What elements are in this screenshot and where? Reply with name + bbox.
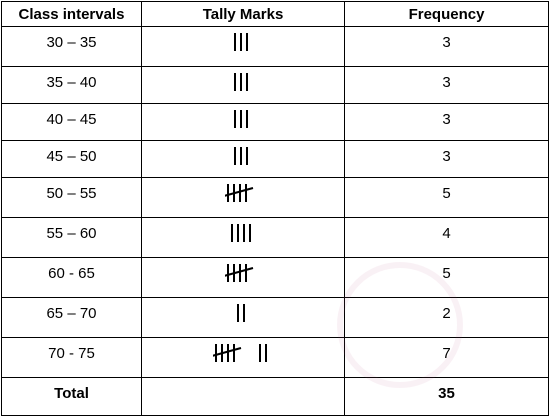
- frequency-cell: 7: [344, 337, 549, 378]
- class-interval-cell: 50 – 55: [1, 177, 142, 218]
- tally-marks-icon: [225, 184, 254, 202]
- tally-marks-cell: [141, 66, 345, 104]
- tally-marks-cell: [141, 26, 345, 67]
- total-label: Total: [1, 377, 142, 416]
- class-interval-cell: 60 - 65: [1, 257, 142, 298]
- tally-marks-cell: [141, 177, 345, 218]
- tally-marks-icon: [237, 304, 245, 322]
- tally-marks-cell: [141, 103, 345, 141]
- tally-marks-icon: [234, 110, 248, 128]
- tally-marks-icon: [234, 147, 248, 165]
- header-tally-marks: Tally Marks: [141, 1, 345, 27]
- tally-marks-cell: [141, 140, 345, 178]
- class-interval-cell: 30 – 35: [1, 26, 142, 67]
- class-interval-cell: 40 – 45: [1, 103, 142, 141]
- tally-marks-icon: [234, 73, 248, 91]
- table-row: 50 – 55 5: [1, 177, 549, 218]
- table-row: 70 - 75 7: [1, 337, 549, 378]
- tally-cross-stroke: [225, 187, 254, 197]
- table-row: 65 – 70 2: [1, 297, 549, 338]
- table-row: 40 – 45 3: [1, 103, 549, 141]
- table-row: 35 – 40 3: [1, 66, 549, 104]
- frequency-cell: 3: [344, 103, 549, 141]
- frequency-cell: 4: [344, 217, 549, 258]
- class-interval-cell: 35 – 40: [1, 66, 142, 104]
- table-row: 45 – 50 3: [1, 140, 549, 178]
- header-class-intervals: Class intervals: [1, 1, 142, 27]
- tally-marks-icon: [225, 264, 254, 282]
- tally-marks-icon: [231, 224, 251, 242]
- tally-marks-icon: [213, 344, 267, 362]
- class-interval-cell: 70 - 75: [1, 337, 142, 378]
- tally-cross-stroke: [225, 267, 254, 277]
- tally-marks-cell: [141, 337, 345, 378]
- tally-marks-cell: [141, 217, 345, 258]
- class-interval-cell: 45 – 50: [1, 140, 142, 178]
- class-interval-cell: 55 – 60: [1, 217, 142, 258]
- total-value: 35: [344, 377, 549, 416]
- frequency-cell: 2: [344, 297, 549, 338]
- tally-marks-cell: [141, 257, 345, 298]
- frequency-cell: 3: [344, 26, 549, 67]
- total-row: Total 35: [1, 377, 549, 416]
- frequency-cell: 3: [344, 66, 549, 104]
- frequency-cell: 5: [344, 177, 549, 218]
- frequency-cell: 5: [344, 257, 549, 298]
- tally-marks-icon: [234, 33, 248, 51]
- tally-cross-stroke: [213, 347, 242, 357]
- table-row: 55 – 60 4: [1, 217, 549, 258]
- total-tally-empty-cell: [141, 377, 345, 416]
- header-frequency: Frequency: [344, 1, 549, 27]
- table-row: 60 - 65 5: [1, 257, 549, 298]
- table-row: 30 – 35 3: [1, 26, 549, 67]
- header-row: Class intervals Tally Marks Frequency: [1, 1, 549, 27]
- frequency-cell: 3: [344, 140, 549, 178]
- class-interval-cell: 65 – 70: [1, 297, 142, 338]
- tally-marks-cell: [141, 297, 345, 338]
